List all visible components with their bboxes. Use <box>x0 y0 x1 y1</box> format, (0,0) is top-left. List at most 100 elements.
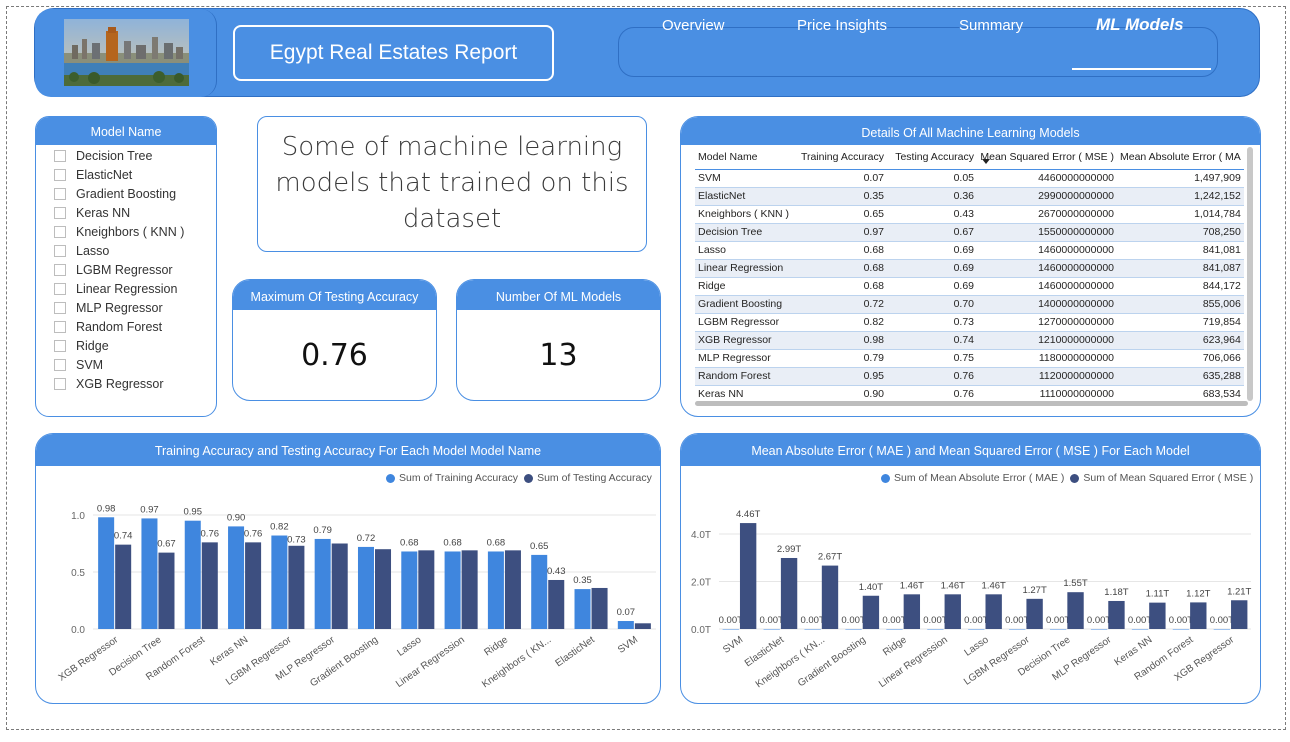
table-cell: 623,964 <box>1117 331 1244 350</box>
table-row[interactable]: SVM 0.07 0.05 4460000000000 1,497,909 <box>695 169 1244 188</box>
table-row[interactable]: Lasso 0.68 0.69 1460000000000 841,081 <box>695 241 1244 260</box>
table-cell: 1180000000000 <box>977 349 1117 368</box>
slicer-item[interactable]: Linear Regression <box>54 282 177 296</box>
table-cell: 1210000000000 <box>977 331 1117 350</box>
data-label: 0.00T <box>1046 615 1070 626</box>
nav-bar <box>618 27 1218 77</box>
checkbox[interactable] <box>54 207 66 219</box>
bar-series-2 <box>1108 600 1125 629</box>
kpi-number-of-models: Number Of ML Models 13 <box>456 279 661 401</box>
column-header[interactable]: Model Name <box>695 145 795 170</box>
chart1-title: Training Accuracy and Testing Accuracy F… <box>36 434 660 466</box>
table-row[interactable]: Keras NN 0.90 0.76 1110000000000 683,534 <box>695 385 1244 404</box>
bar-series-1 <box>141 518 158 629</box>
data-label: 0.00T <box>923 615 947 626</box>
bar-series-2 <box>1067 592 1084 629</box>
table-cell: 0.69 <box>887 259 977 278</box>
bar-series-2 <box>461 550 478 629</box>
nav-tab-summary[interactable]: Summary <box>959 17 1024 34</box>
legend-dot-training <box>386 473 395 483</box>
table-row[interactable]: LGBM Regressor 0.82 0.73 1270000000000 719,8… <box>695 313 1244 332</box>
bar-series-2 <box>375 549 392 629</box>
x-tick-label: Lasso <box>395 634 424 659</box>
data-label: 0.68 <box>487 537 506 548</box>
bar-series-2 <box>821 565 839 629</box>
slicer-item[interactable]: SVM <box>54 358 103 372</box>
checkbox[interactable] <box>54 150 66 162</box>
checkbox[interactable] <box>54 226 66 238</box>
table-row[interactable]: ElasticNet 0.35 0.36 2990000000000 1,242,152 <box>695 187 1244 206</box>
slicer-item-label: XGB Regressor <box>76 377 164 391</box>
table-row[interactable]: Decision Tree 0.97 0.67 1550000000000 708,25… <box>695 223 1244 242</box>
column-header[interactable]: Mean Squared Error ( MSE ) <box>977 145 1117 170</box>
slicer-item[interactable]: MLP Regressor <box>54 301 163 315</box>
column-header[interactable]: Mean Absolute Error ( MA <box>1117 145 1244 170</box>
slicer-item[interactable]: Kneighbors ( KNN ) <box>54 225 184 239</box>
sort-desc-icon <box>982 159 990 164</box>
checkbox[interactable] <box>54 321 66 333</box>
checkbox[interactable] <box>54 378 66 390</box>
table-row[interactable]: Gradient Boosting 0.72 0.70 1400000000000 85… <box>695 295 1244 314</box>
slicer-item[interactable]: ElasticNet <box>54 168 132 182</box>
slicer-item[interactable]: Decision Tree <box>54 149 152 163</box>
slicer-item[interactable]: Ridge <box>54 339 109 353</box>
report-frame <box>6 6 1286 730</box>
checkbox[interactable] <box>54 340 66 352</box>
horizontal-scrollbar[interactable] <box>695 401 1248 406</box>
table-cell: 0.97 <box>795 223 887 242</box>
checkbox[interactable] <box>54 264 66 276</box>
table-cell: 0.69 <box>887 277 977 296</box>
slicer-item[interactable]: LGBM Regressor <box>54 263 173 277</box>
accuracy-chart-card: Training Accuracy and Testing Accuracy F… <box>35 433 661 704</box>
table-cell: 708,250 <box>1117 223 1244 242</box>
bar-series-2 <box>504 550 521 629</box>
table-row[interactable]: Random Forest 0.95 0.76 1120000000000 635,28… <box>695 367 1244 386</box>
data-label: 1.18T <box>1104 587 1128 598</box>
slicer-item[interactable]: Lasso <box>54 244 109 258</box>
table-row[interactable]: MLP Regressor 0.79 0.75 1180000000000 706,06… <box>695 349 1244 368</box>
data-label: 0.68 <box>443 537 462 548</box>
table-row[interactable]: XGB Regressor 0.98 0.74 1210000000000 623,96… <box>695 331 1244 350</box>
bar-series-2 <box>944 594 961 629</box>
table-row[interactable]: Ridge 0.68 0.69 1460000000000 844,172 <box>695 277 1244 296</box>
error-bar-chart: 0.0T2.0T4.0T0.00T4.46TSVM0.00T2.99TElast… <box>691 509 1252 690</box>
checkbox[interactable] <box>54 169 66 181</box>
y-tick-label: 0.5 <box>71 568 85 579</box>
bar-series-1 <box>487 551 504 629</box>
bar-series-1 <box>574 589 591 629</box>
table-cell: 0.68 <box>795 259 887 278</box>
checkbox[interactable] <box>54 359 66 371</box>
nav-tab-ml-models[interactable]: ML Models <box>1096 15 1184 34</box>
data-label: 0.35 <box>573 575 592 586</box>
data-table: Model Name Training Accuracy Testing Accur… <box>695 145 1244 404</box>
checkbox[interactable] <box>54 283 66 295</box>
bar-series-2 <box>1026 598 1043 629</box>
bar-series-2 <box>331 543 348 629</box>
table-cell: 0.67 <box>887 223 977 242</box>
table-cell: 1460000000000 <box>977 259 1117 278</box>
bar-series-2 <box>862 595 880 629</box>
table-cell: 0.74 <box>887 331 977 350</box>
slicer-item[interactable]: Random Forest <box>54 320 162 334</box>
column-header[interactable]: Training Accuracy <box>795 145 887 170</box>
table-row[interactable]: Kneighbors ( KNN ) 0.65 0.43 2670000000000 1… <box>695 205 1244 224</box>
table-cell: Decision Tree <box>695 223 795 242</box>
table-cell: 0.98 <box>795 331 887 350</box>
slicer-item[interactable]: Gradient Boosting <box>54 187 176 201</box>
column-header[interactable]: Testing Accuracy <box>887 145 977 170</box>
vertical-scrollbar[interactable] <box>1247 147 1253 401</box>
slicer-item[interactable]: Keras NN <box>54 206 130 220</box>
checkbox[interactable] <box>54 302 66 314</box>
slicer-item[interactable]: XGB Regressor <box>54 377 164 391</box>
nav-tab-price-insights[interactable]: Price Insights <box>797 17 888 34</box>
model-name-slicer: Model Name Decision Tree ElasticNet Gradie… <box>35 116 217 417</box>
table-cell: 683,534 <box>1117 385 1244 404</box>
checkbox[interactable] <box>54 188 66 200</box>
table-cell: SVM <box>695 169 795 188</box>
slicer-item-label: Random Forest <box>76 320 163 334</box>
bar-series-1 <box>314 538 331 629</box>
checkbox[interactable] <box>54 245 66 257</box>
nav-tab-overview[interactable]: Overview <box>662 17 725 34</box>
table-row[interactable]: Linear Regression 0.68 0.69 1460000000000 84… <box>695 259 1244 278</box>
table-cell: 1460000000000 <box>977 277 1117 296</box>
